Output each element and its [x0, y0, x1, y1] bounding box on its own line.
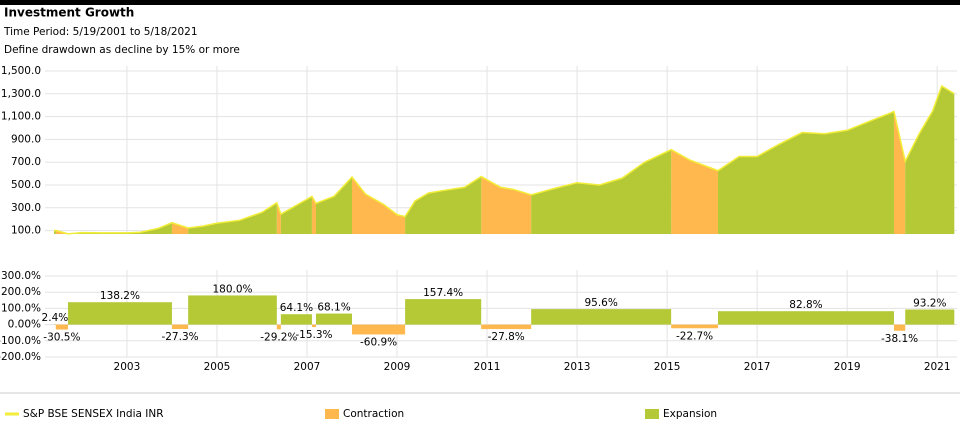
regime-area [280, 196, 312, 234]
period-bar [717, 311, 894, 325]
period-bar [276, 324, 281, 330]
y-tick-label: 1,100.0 [1, 111, 41, 123]
y-tick-label: 500.0 [11, 179, 41, 191]
value-label: -27.8% [488, 331, 525, 343]
regime-area [481, 176, 532, 234]
y-tick-label: 900.0 [11, 133, 41, 145]
regime-area [171, 222, 189, 234]
legend-label: Contraction [343, 408, 404, 420]
y-tick-label: 100.0% [1, 302, 41, 314]
y-tick-label: 1,300.0 [1, 88, 41, 100]
y-tick-label: -100.0% [0, 335, 41, 347]
value-label: -15.3% [295, 329, 332, 341]
period-bar [188, 295, 277, 325]
regime-area [405, 176, 482, 234]
value-label: -22.7% [676, 330, 713, 342]
period-bar [405, 299, 482, 325]
value-label: -29.2% [260, 331, 297, 343]
value-label: 64.1% [280, 302, 313, 314]
value-label: 95.6% [584, 297, 617, 309]
x-tick-label: 2021 [924, 361, 951, 373]
period-bar [671, 324, 718, 329]
y-tick-label: 300.0% [1, 270, 41, 282]
x-tick-label: 2013 [564, 361, 591, 373]
top-rule [0, 0, 960, 5]
x-tick-label: 2011 [474, 361, 501, 373]
regime-area [352, 177, 406, 234]
regime-area [671, 149, 718, 234]
value-label: 2.4% [42, 312, 69, 324]
x-tick-label: 2007 [294, 361, 321, 373]
x-tick-label: 2015 [654, 361, 681, 373]
regime-area [893, 111, 906, 234]
value-label: 68.1% [317, 302, 350, 314]
regime-area [276, 202, 281, 234]
time-period: Time Period: 5/19/2001 to 5/18/2021 [3, 26, 198, 38]
chart-title: Investment Growth [4, 6, 134, 20]
legend-swatch [645, 409, 659, 419]
value-label: -60.9% [360, 336, 397, 348]
x-tick-label: 2003 [114, 361, 141, 373]
legend-swatch [325, 409, 339, 419]
value-label: -30.5% [43, 332, 80, 344]
y-tick-label: 700.0 [11, 156, 41, 168]
note: Define drawdown as decline by 15% or mor… [4, 44, 240, 56]
value-label: 157.4% [423, 287, 463, 299]
legend-label: S&P BSE SENSEX India INR [23, 408, 164, 420]
value-label: 93.2% [913, 298, 946, 310]
y-tick-label: -200.0% [0, 351, 41, 363]
value-label: -27.3% [161, 331, 198, 343]
period-bar [315, 313, 353, 325]
y-tick-label: 0.00% [8, 319, 41, 331]
period-bar [67, 302, 172, 325]
x-tick-label: 2009 [384, 361, 411, 373]
regime-area [188, 202, 277, 234]
period-bar [531, 309, 672, 325]
value-label: 138.2% [100, 290, 140, 302]
period-bar [905, 309, 955, 325]
x-tick-label: 2019 [834, 361, 861, 373]
regime-area [531, 149, 672, 234]
legend-label: Expansion [663, 408, 717, 420]
period-bar [171, 324, 189, 330]
period-bar [352, 324, 406, 335]
y-tick-label: 300.0 [11, 202, 41, 214]
y-tick-label: 1,500.0 [1, 65, 41, 77]
y-tick-label: 200.0% [1, 286, 41, 298]
period-bar [893, 324, 906, 331]
regime-area [905, 86, 955, 235]
value-label: 82.8% [789, 299, 822, 311]
regime-area [315, 177, 353, 234]
regime-area [717, 111, 894, 234]
period-bar [280, 314, 312, 325]
period-bar [481, 324, 532, 330]
value-label: 180.0% [212, 283, 252, 295]
growth-line [53, 84, 955, 235]
period-bar [55, 324, 68, 330]
x-tick-label: 2005 [204, 361, 231, 373]
x-tick-label: 2017 [744, 361, 771, 373]
value-label: -38.1% [881, 333, 918, 345]
y-tick-label: 100.0 [11, 225, 41, 237]
period-bar [311, 324, 316, 328]
regime-area [311, 196, 316, 234]
